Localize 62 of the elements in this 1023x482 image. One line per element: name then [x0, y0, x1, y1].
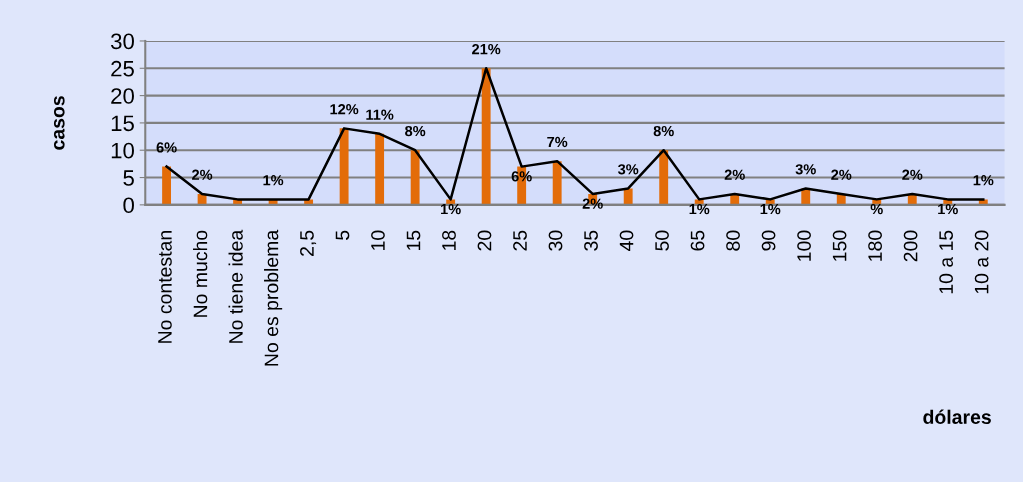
x-tick-label: 80: [726, 230, 740, 251]
bar: [339, 128, 349, 205]
x-tick-label: 200: [903, 230, 918, 262]
annotation: 3%: [617, 164, 639, 175]
y-tick-label: 10: [111, 142, 134, 159]
annotation: 2%: [902, 169, 923, 180]
x-tick-label: 40: [619, 230, 634, 252]
bar: [552, 161, 562, 205]
annotation: 2%: [192, 169, 213, 180]
x-tick-label: 20: [477, 230, 492, 251]
annotation: 2%: [831, 169, 852, 180]
y-tick-label: 5: [123, 170, 134, 186]
y-tick-label: 20: [111, 88, 134, 104]
annotation: 11%: [366, 109, 394, 120]
x-tick-label: 100: [797, 230, 811, 261]
x-tick-label: 180: [868, 230, 882, 261]
annotation: 8%: [653, 125, 674, 137]
bar: [659, 150, 669, 205]
annotation: 1%: [263, 175, 284, 186]
y-tick-label: 15: [111, 115, 134, 132]
annotation: 6%: [156, 142, 177, 153]
y-tick-label: 0: [123, 197, 134, 214]
x-tick-label: No mucho: [193, 230, 208, 317]
x-tick-label: 2,5: [300, 230, 317, 256]
annotation: 3%: [795, 164, 816, 175]
x-axis-title: dólares: [923, 409, 991, 424]
y-tick-label: 25: [111, 60, 134, 77]
x-tick-label: 15: [406, 230, 421, 250]
annotation: %: [870, 203, 883, 215]
x-tick-label: 30: [548, 230, 563, 251]
annotation: 2%: [724, 169, 745, 180]
x-tick-label: 65: [690, 230, 705, 251]
bar: [481, 68, 491, 205]
x-tick-label: 5: [335, 230, 350, 240]
x-tick-label: No contestan: [158, 231, 172, 343]
x-tick-label: 35: [584, 230, 598, 251]
annotation: 1%: [938, 203, 958, 215]
x-tick-label: 25: [513, 230, 527, 251]
x-tick-label: 10: [371, 230, 385, 250]
x-tick-label: No es problema: [264, 229, 283, 366]
x-tick-label: 50: [655, 230, 669, 251]
x-tick-label: No tiene idea: [228, 229, 243, 343]
x-tick-label: 90: [761, 230, 776, 251]
y-axis-title: casos: [53, 96, 65, 150]
annotation: 1%: [689, 203, 710, 215]
annotation: 12%: [330, 104, 359, 115]
bar: [410, 150, 420, 205]
y-tick-label: 30: [110, 33, 134, 50]
annotation: 21%: [472, 43, 501, 55]
x-tick-label: 10 a 20: [974, 230, 989, 294]
x-tick-label: 18: [442, 230, 456, 250]
annotation: 1%: [760, 203, 781, 215]
bar: [162, 166, 172, 205]
bar: [623, 188, 633, 205]
annotation: 7%: [547, 136, 568, 148]
bar: [375, 133, 385, 205]
annotation: 1%: [973, 175, 994, 186]
x-tick-label: 150: [832, 230, 847, 261]
annotation: 8%: [405, 125, 426, 137]
annotation: 1%: [441, 203, 461, 215]
annotation: 6%: [511, 171, 532, 182]
x-tick-label: 10 a 15: [939, 230, 953, 294]
